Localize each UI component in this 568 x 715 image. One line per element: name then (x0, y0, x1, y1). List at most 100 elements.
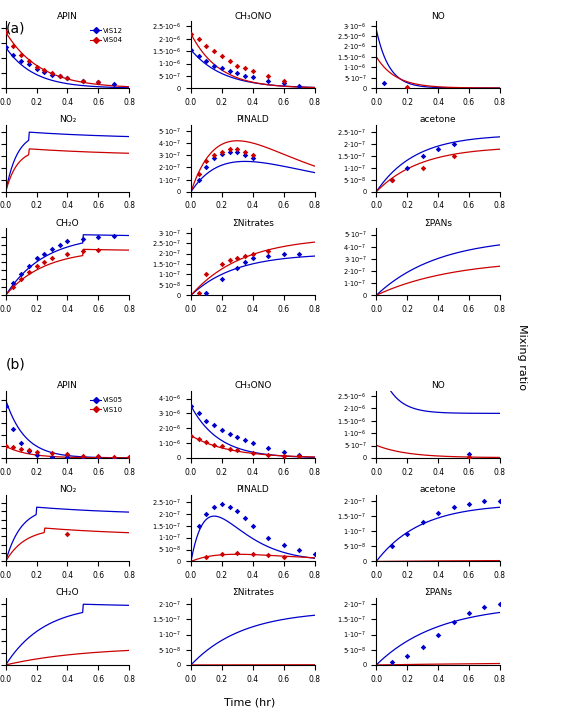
Point (418, 641, 427, 653)
Point (63, 248, 72, 260)
Point (202, 436, 211, 448)
Point (225, 55, 234, 66)
Point (109, 230, 118, 242)
Point (279, 248, 288, 260)
Legend: VIS12, VIS04: VIS12, VIS04 (87, 25, 126, 46)
Point (109, 78, 118, 89)
Point (202, 551, 211, 563)
Point (16, 55, 26, 66)
Point (233, 445, 242, 456)
Point (433, 507, 442, 518)
Point (480, 495, 489, 506)
Point (210, 46, 219, 57)
Point (48, 252, 57, 263)
Point (186, 28, 195, 39)
Point (495, 495, 504, 506)
Point (40, 64, 49, 76)
Point (1, 26, 10, 38)
Point (32, 445, 41, 457)
Title: APIN: APIN (57, 11, 78, 21)
Point (295, 544, 304, 556)
Point (264, 442, 273, 453)
Point (186, 430, 195, 441)
Point (194, 520, 203, 531)
Point (387, 541, 396, 552)
Point (233, 262, 242, 274)
Point (94, 245, 103, 256)
Point (233, 506, 242, 517)
Point (379, 77, 389, 89)
Point (233, 144, 242, 155)
Point (225, 146, 234, 157)
Title: NO: NO (431, 381, 445, 390)
Point (495, 598, 504, 610)
Point (194, 168, 203, 179)
Point (16, 438, 26, 449)
Point (240, 63, 249, 74)
Point (465, 498, 474, 510)
Point (202, 269, 211, 280)
Point (210, 152, 219, 164)
Title: CH₂O: CH₂O (56, 588, 80, 598)
Point (194, 174, 203, 185)
Point (225, 500, 234, 512)
Point (418, 162, 427, 174)
Point (248, 152, 257, 164)
Title: ΣPANs: ΣPANs (424, 219, 452, 227)
Point (240, 256, 249, 267)
Point (125, 452, 134, 463)
Point (202, 415, 211, 427)
Point (194, 408, 203, 419)
Point (32, 260, 41, 272)
Point (78, 75, 87, 87)
Point (233, 146, 242, 157)
Point (240, 513, 249, 524)
Point (418, 516, 427, 528)
Point (295, 450, 304, 462)
Point (218, 498, 227, 510)
Point (32, 252, 41, 263)
Point (449, 150, 458, 162)
Point (403, 82, 412, 93)
Point (1, 400, 10, 411)
Title: APIN: APIN (57, 381, 78, 390)
Point (55, 70, 64, 82)
Point (9, 277, 18, 288)
Point (218, 149, 227, 160)
Point (295, 80, 304, 92)
Point (248, 252, 257, 263)
Point (48, 244, 57, 255)
Point (225, 254, 234, 265)
Point (233, 548, 242, 559)
Point (279, 551, 288, 563)
Point (264, 550, 273, 561)
Point (225, 443, 234, 455)
Point (240, 435, 249, 446)
Point (310, 548, 319, 560)
Point (24, 267, 34, 278)
Point (9, 40, 18, 51)
Point (1, 41, 10, 53)
Point (240, 70, 249, 82)
Point (465, 608, 474, 619)
Point (218, 50, 227, 61)
Point (202, 41, 211, 52)
Point (202, 162, 211, 173)
Point (40, 66, 49, 77)
Point (48, 67, 57, 79)
Title: ΣNitrates: ΣNitrates (232, 219, 274, 227)
Point (202, 156, 211, 167)
Point (186, 44, 195, 56)
Point (63, 452, 72, 463)
Point (433, 143, 442, 154)
Point (63, 72, 72, 84)
Point (16, 49, 26, 61)
Point (225, 428, 234, 440)
Text: Time (hr): Time (hr) (224, 698, 275, 708)
Point (24, 260, 34, 272)
Title: acetone: acetone (420, 485, 456, 494)
Title: NO₂: NO₂ (59, 485, 76, 494)
Point (194, 433, 203, 444)
Point (63, 235, 72, 247)
Point (40, 256, 49, 267)
